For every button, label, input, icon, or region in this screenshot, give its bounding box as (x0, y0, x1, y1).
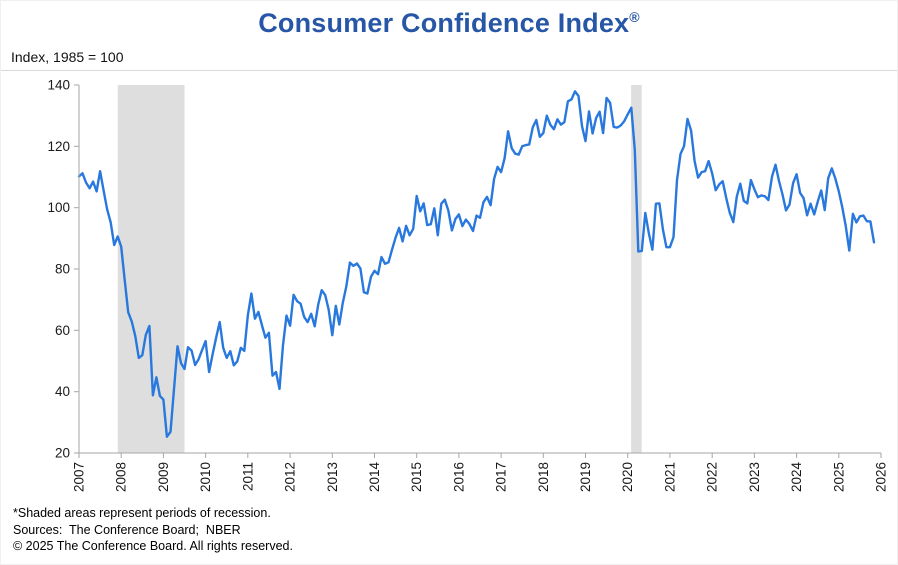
x-tick-label: 2010 (198, 462, 213, 492)
x-tick-label: 2020 (620, 462, 635, 492)
y-tick-label: 60 (55, 323, 70, 338)
footnote-sources: Sources: The Conference Board; NBER (13, 522, 241, 537)
registered-trademark-symbol: ® (629, 9, 640, 25)
x-tick-label: 2007 (72, 462, 87, 492)
footnote-recession: *Shaded areas represent periods of reces… (13, 506, 271, 520)
x-tick-label: 2009 (156, 462, 171, 492)
x-tick-label: 2011 (240, 462, 255, 491)
x-tick-label: 2024 (789, 462, 804, 493)
y-tick-label: 40 (55, 384, 70, 399)
x-tick-label: 2022 (705, 462, 720, 492)
page-title: Consumer Confidence Index® (1, 1, 897, 39)
y-tick-label: 20 (55, 446, 70, 461)
x-tick-label: 2025 (831, 462, 846, 492)
x-tick-label: 2016 (451, 462, 466, 492)
cci-line-chart: 20 40 60 80 100 120 140 2007 2008 2009 2010 2011 201… (47, 78, 889, 493)
cci-series-line (77, 90, 876, 438)
y-tick-label: 120 (47, 139, 70, 154)
x-tick-label: 2026 (874, 462, 889, 492)
y-tick-label: 80 (55, 262, 70, 277)
page-title-text: Consumer Confidence Index (258, 8, 630, 38)
y-tick-label: 140 (47, 78, 70, 93)
x-tick-label: 2015 (409, 462, 424, 492)
x-tick-label: 2021 (662, 462, 677, 492)
x-tick-label: 2012 (283, 462, 298, 492)
footnote-copyright: © 2025 The Conference Board. All rights … (13, 539, 293, 553)
x-tick-label: 2018 (536, 462, 551, 492)
x-tick-label: 2023 (747, 462, 762, 492)
x-tick-label: 2008 (114, 462, 129, 492)
x-tick-label: 2013 (325, 462, 340, 492)
x-tick-label: 2019 (578, 462, 593, 492)
recession-band (631, 85, 642, 453)
chart-footnotes: *Shaded areas represent periods of reces… (13, 505, 897, 555)
x-tick-label: 2014 (367, 462, 382, 493)
header-divider-line (1, 70, 897, 71)
x-tick-label: 2017 (494, 462, 509, 492)
y-tick-label: 100 (47, 200, 70, 215)
y-axis-unit-note: Index, 1985 = 100 (11, 49, 124, 65)
